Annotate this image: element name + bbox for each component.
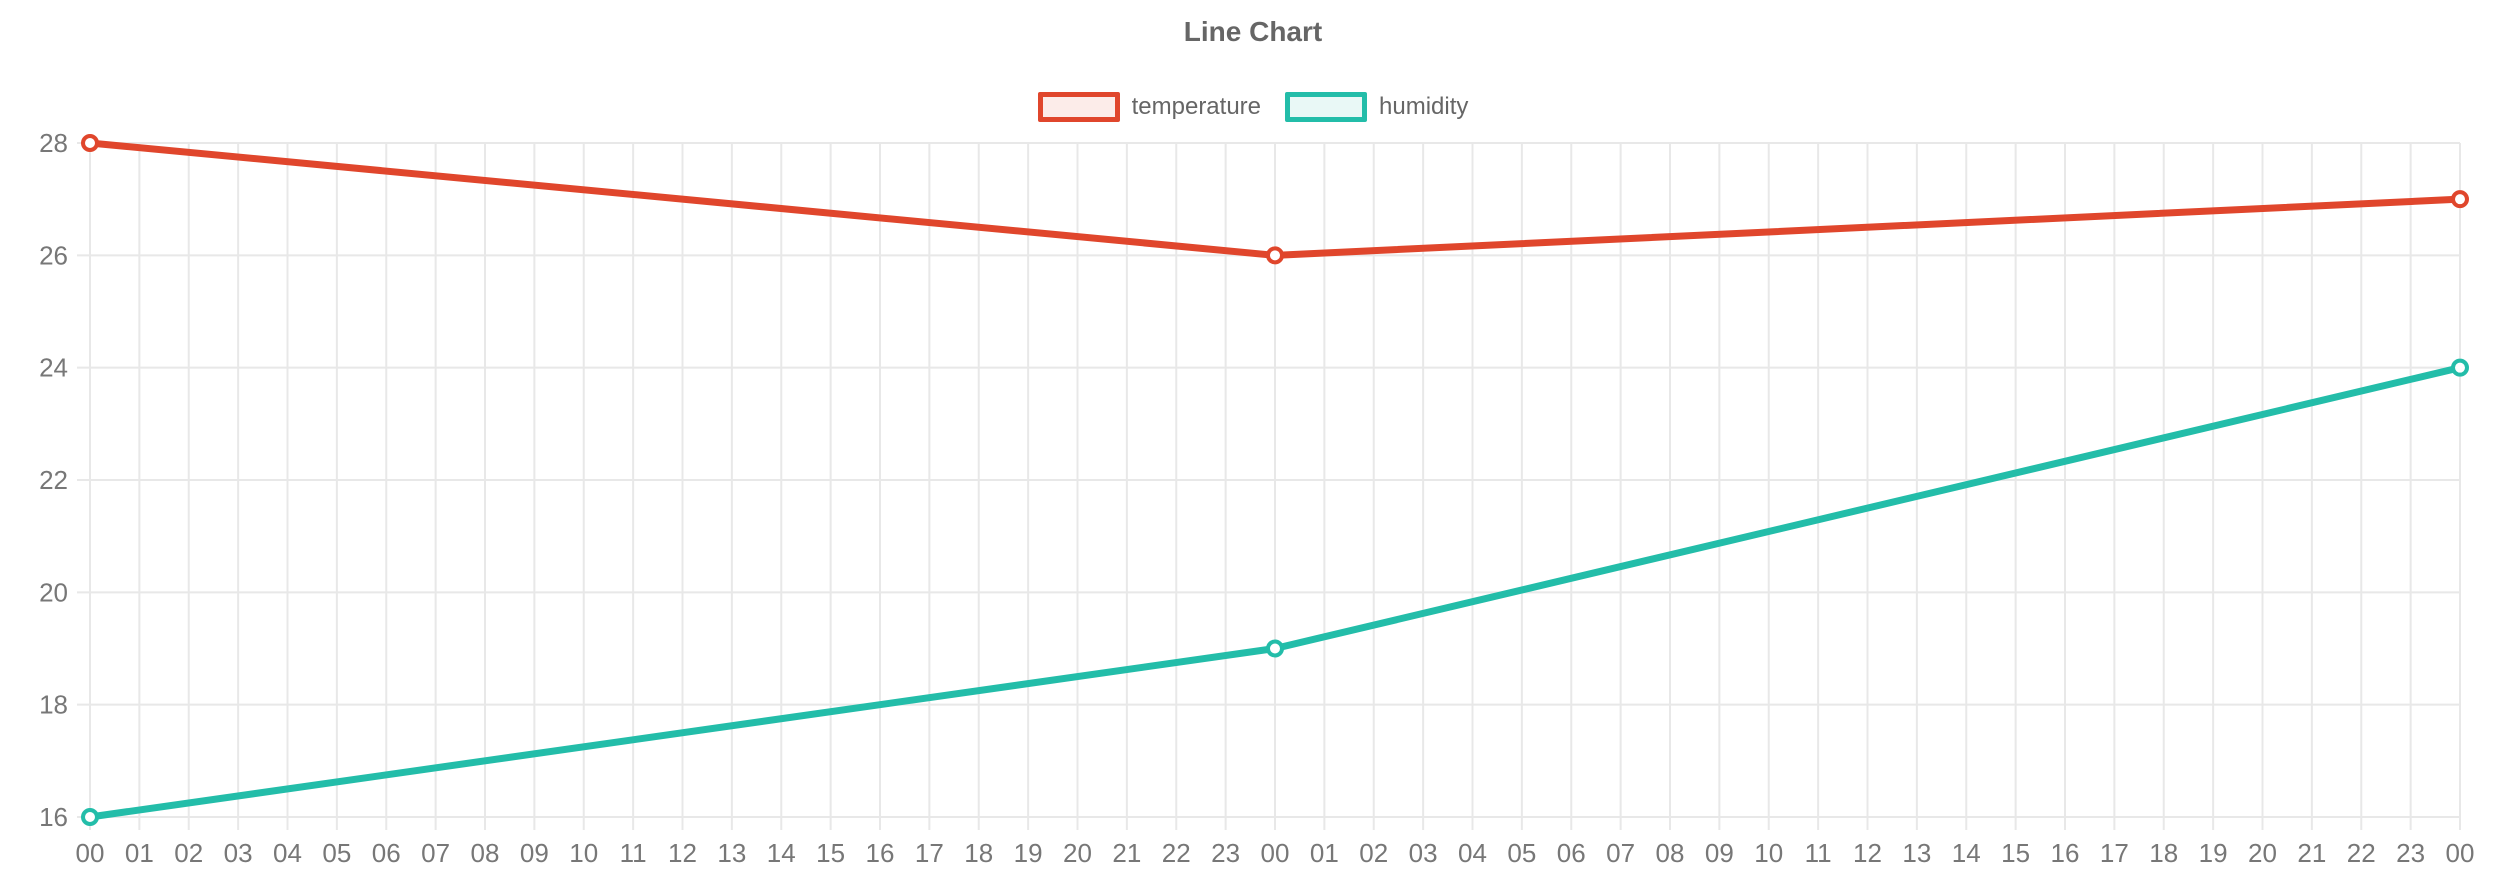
x-axis-tick-label: 05: [1507, 838, 1536, 868]
x-axis-tick-label: 20: [2248, 838, 2277, 868]
x-axis-tick-label: 19: [2199, 838, 2228, 868]
humidity-data-point-marker[interactable]: [1266, 639, 1284, 658]
x-axis-tick-label: 23: [1211, 838, 1240, 868]
x-axis-tick-label: 20: [1063, 838, 1092, 868]
y-axis-tick-label: 20: [39, 577, 68, 607]
x-axis-tick-label: 07: [421, 838, 450, 868]
x-axis-tick-label: 13: [717, 838, 746, 868]
x-axis-tick-label: 23: [2396, 838, 2425, 868]
x-axis-tick-label: 03: [224, 838, 253, 868]
x-axis-tick-label: 22: [2347, 838, 2376, 868]
x-axis-tick-label: 02: [1359, 838, 1388, 868]
x-axis-tick-label: 06: [372, 838, 401, 868]
x-axis-tick-label: 21: [1112, 838, 1141, 868]
x-axis-tick-label: 04: [1458, 838, 1487, 868]
legend-label-temperature: temperature: [1131, 93, 1262, 120]
temperature-data-point-marker[interactable]: [1266, 246, 1284, 265]
y-axis-tick-label: 18: [39, 690, 68, 720]
x-axis-tick-label: 15: [2001, 838, 2030, 868]
humidity-data-point-marker[interactable]: [2451, 358, 2469, 377]
x-axis-tick-label: 13: [1902, 838, 1931, 868]
x-axis-tick-label: 10: [1754, 838, 1783, 868]
x-axis-tick-label: 09: [1705, 838, 1734, 868]
x-axis-tick-label: 11: [1805, 838, 1832, 868]
x-axis-tick-label: 01: [1310, 838, 1339, 868]
x-axis-tick-label: 16: [2051, 838, 2080, 868]
x-axis-tick-label: 17: [915, 838, 944, 868]
x-axis-tick-label: 14: [1952, 838, 1981, 868]
x-axis-tick-label: 08: [1656, 838, 1685, 868]
humidity-data-point-marker[interactable]: [81, 808, 99, 826]
x-axis-tick-label: 04: [273, 838, 302, 868]
x-axis-tick-label: 05: [322, 838, 351, 868]
x-axis-tick-label: 21: [2297, 838, 2326, 868]
temperature-data-point-marker[interactable]: [2451, 190, 2469, 209]
x-axis-tick-label: 01: [125, 838, 154, 868]
x-axis-tick-label: 17: [2100, 838, 2129, 868]
y-axis-tick-label: 22: [39, 465, 68, 495]
x-axis-tick-label: 19: [1014, 838, 1043, 868]
chart-title: Line Chart: [1183, 16, 1323, 47]
x-axis-tick-label: 08: [471, 838, 500, 868]
x-axis-tick-label: 09: [520, 838, 549, 868]
x-axis-tick-label: 22: [1162, 838, 1191, 868]
x-axis-tick-label: 03: [1409, 838, 1438, 868]
x-axis-tick-label: 00: [2446, 838, 2475, 868]
legend-item-humidity[interactable]: humidity: [1285, 92, 1468, 122]
y-axis-tick-label: 28: [39, 128, 68, 158]
x-axis-tick-label: 00: [1261, 838, 1290, 868]
y-axis-tick-label: 26: [39, 240, 68, 270]
x-axis-tick-label: 18: [964, 838, 993, 868]
x-axis-tick-label: 15: [816, 838, 845, 868]
legend-item-temperature[interactable]: temperature: [1037, 92, 1262, 122]
x-axis-tick-label: 16: [866, 838, 895, 868]
x-axis-tick-label: 18: [2149, 838, 2178, 868]
legend-label-humidity: humidity: [1379, 93, 1469, 120]
x-axis-tick-label: 12: [668, 838, 697, 868]
humidity-swatch-icon: [1285, 92, 1368, 122]
x-axis-tick-label: 10: [569, 838, 598, 868]
temperature-swatch-icon: [1037, 92, 1120, 122]
y-axis-tick-label: 24: [39, 353, 68, 383]
x-axis-tick-label: 07: [1606, 838, 1635, 868]
x-axis-tick-label: 00: [76, 838, 105, 868]
x-axis-tick-label: 02: [174, 838, 203, 868]
x-axis-tick-label: 12: [1853, 838, 1882, 868]
x-axis-tick-label: 06: [1557, 838, 1586, 868]
chart-legend: temperature humidity: [0, 92, 2506, 122]
temperature-data-point-marker[interactable]: [81, 134, 99, 152]
y-axis-tick-label: 16: [39, 802, 68, 832]
x-axis-tick-label: 11: [620, 838, 647, 868]
x-axis-tick-label: 14: [767, 838, 796, 868]
